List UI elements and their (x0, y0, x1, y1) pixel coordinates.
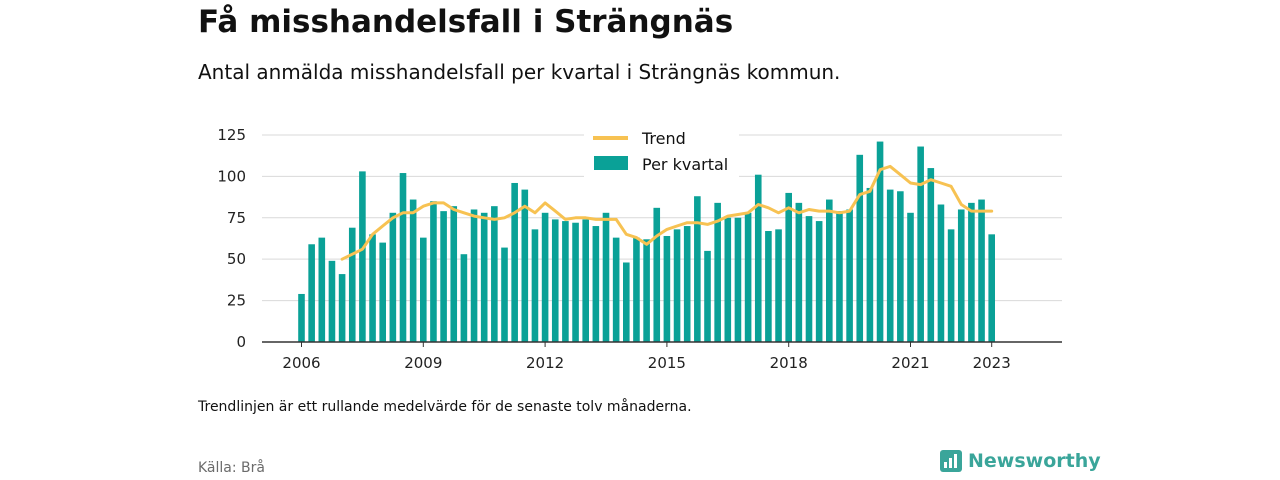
bar (897, 191, 904, 342)
bar (846, 209, 853, 342)
chart-title: Få misshandelsfall i Strängnäs (198, 4, 734, 40)
x-tick-label: 2018 (770, 354, 808, 372)
bar (988, 234, 995, 342)
bar (592, 226, 600, 342)
bar (775, 229, 782, 342)
bar (866, 187, 874, 342)
bar (947, 229, 955, 342)
chart-footnote: Trendlinjen är ett rullande medelvärde f… (198, 399, 692, 415)
bar (653, 207, 661, 342)
bar (927, 168, 935, 342)
y-tick-label: 125 (217, 126, 246, 144)
bar (856, 154, 864, 342)
bar (917, 146, 924, 342)
bar (379, 242, 386, 342)
bar (907, 212, 914, 342)
bar (663, 235, 671, 342)
bar-series (298, 141, 995, 342)
bar (531, 229, 539, 342)
bar (389, 212, 397, 342)
bar (826, 199, 833, 342)
bar (470, 209, 478, 342)
x-tick-label: 2021 (891, 354, 929, 372)
newsworthy-logo[interactable]: Newsworthy (940, 450, 1101, 472)
bar (724, 217, 732, 342)
bar (460, 254, 468, 342)
bar (328, 260, 336, 342)
trend-line (340, 164, 994, 261)
y-axis-ticks: 0 25 50 75 100 125 (217, 126, 246, 351)
bar (683, 226, 691, 342)
bar (551, 219, 559, 342)
bar (308, 244, 315, 342)
bar (541, 212, 549, 342)
bar (420, 237, 427, 342)
bar (805, 216, 813, 342)
bar (633, 237, 640, 342)
x-tick-label: 2023 (973, 354, 1011, 372)
bar (409, 199, 417, 342)
bar (795, 202, 803, 342)
bar (836, 211, 843, 342)
bar (359, 171, 366, 342)
bar (511, 182, 518, 342)
bar (694, 196, 701, 342)
y-tick-label: 75 (227, 209, 246, 227)
bar (734, 217, 742, 342)
bar (450, 206, 458, 342)
legend-bar-swatch (594, 156, 628, 170)
bar (338, 274, 346, 342)
chart-legend: Trend Per kvartal (584, 125, 739, 183)
bar (348, 227, 356, 342)
x-axis-ticks: 2006 2009 2012 2015 2018 2021 2023 (282, 342, 1011, 372)
bar (886, 189, 894, 342)
bar (978, 199, 985, 342)
bar (815, 221, 823, 342)
bar (957, 209, 965, 342)
bar (744, 212, 752, 342)
bar (298, 293, 305, 342)
y-tick-label: 25 (227, 292, 246, 310)
source-credit: Källa: Brå (198, 460, 265, 476)
bar (876, 141, 884, 342)
x-tick-label: 2012 (526, 354, 564, 372)
bar (480, 212, 488, 342)
bar (521, 189, 529, 342)
bar (318, 237, 326, 342)
bar (501, 247, 508, 342)
bar (562, 221, 569, 342)
x-tick-label: 2009 (404, 354, 442, 372)
bar (937, 204, 945, 342)
legend-trend-label: Trend (641, 129, 686, 148)
legend-background (584, 125, 739, 183)
x-tick-label: 2015 (648, 354, 686, 372)
bar (785, 192, 792, 342)
bar (765, 231, 772, 342)
x-tick-label: 2006 (282, 354, 320, 372)
bar (704, 250, 711, 342)
bar (602, 212, 610, 342)
bar (673, 229, 681, 342)
newsworthy-bars-icon (940, 450, 962, 472)
bar (399, 173, 407, 342)
bar (582, 219, 589, 342)
bar (623, 262, 630, 342)
y-tick-label: 100 (217, 167, 246, 185)
y-tick-label: 0 (236, 333, 246, 351)
legend-bar-label: Per kvartal (642, 155, 728, 174)
bar (968, 202, 975, 342)
bar (643, 239, 650, 342)
bar (440, 211, 447, 342)
bar (491, 206, 498, 342)
bar (612, 237, 620, 342)
bar (714, 202, 721, 342)
bar (754, 174, 762, 342)
y-tick-label: 50 (227, 250, 246, 268)
bar (430, 201, 437, 342)
brand-name: Newsworthy (968, 450, 1101, 472)
bar (369, 234, 376, 342)
bar (572, 222, 579, 342)
chart-subtitle: Antal anmälda misshandelsfall per kvarta… (198, 60, 841, 84)
